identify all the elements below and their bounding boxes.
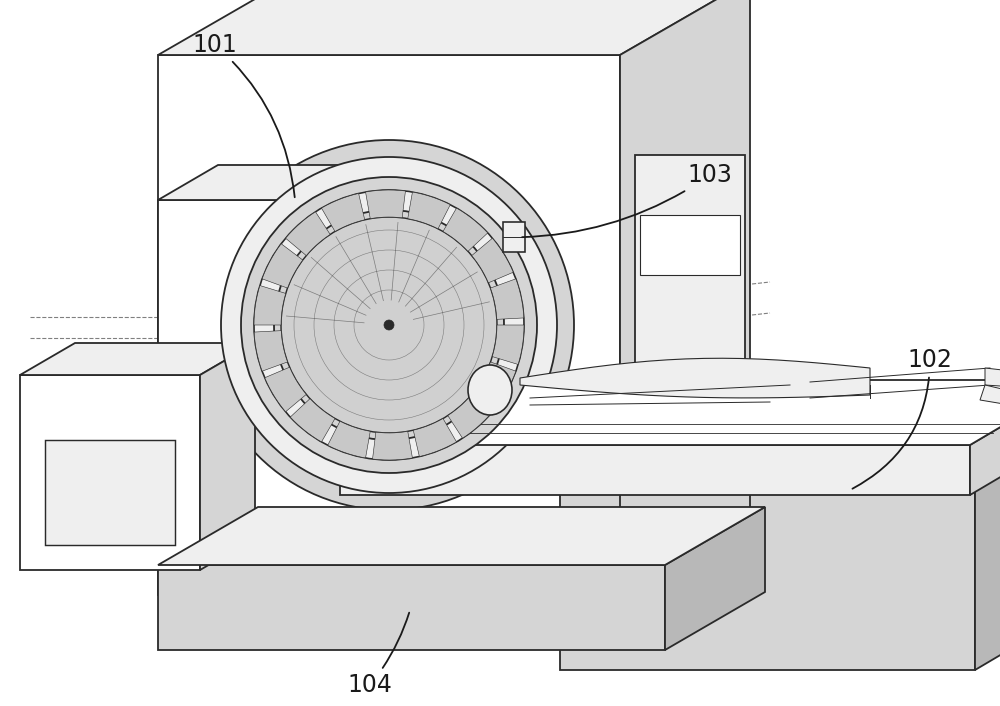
Polygon shape	[970, 380, 1000, 495]
Polygon shape	[265, 367, 306, 412]
Polygon shape	[45, 440, 175, 545]
Polygon shape	[20, 375, 200, 570]
Polygon shape	[262, 244, 303, 288]
Polygon shape	[290, 399, 335, 442]
Polygon shape	[560, 420, 1000, 485]
Circle shape	[384, 320, 394, 330]
Polygon shape	[640, 215, 740, 275]
Polygon shape	[366, 190, 405, 219]
Polygon shape	[321, 193, 365, 232]
Polygon shape	[490, 279, 524, 319]
Circle shape	[221, 157, 557, 493]
Polygon shape	[200, 343, 255, 570]
Polygon shape	[475, 362, 516, 406]
Polygon shape	[20, 343, 255, 375]
Polygon shape	[472, 238, 513, 283]
Polygon shape	[975, 420, 1000, 670]
Polygon shape	[328, 421, 370, 458]
Circle shape	[254, 190, 524, 460]
Polygon shape	[980, 385, 1000, 405]
Polygon shape	[665, 507, 765, 650]
Polygon shape	[560, 485, 975, 670]
Circle shape	[241, 177, 537, 473]
Polygon shape	[158, 200, 305, 385]
Circle shape	[204, 140, 574, 510]
Text: 103: 103	[522, 163, 732, 237]
Text: 104: 104	[348, 613, 409, 697]
Polygon shape	[158, 0, 750, 55]
Polygon shape	[448, 395, 492, 438]
Text: 102: 102	[852, 348, 952, 489]
Polygon shape	[158, 507, 765, 565]
Polygon shape	[413, 419, 456, 457]
Polygon shape	[443, 208, 488, 251]
Polygon shape	[408, 192, 450, 229]
Text: 101: 101	[193, 33, 295, 197]
Polygon shape	[340, 380, 1000, 445]
Polygon shape	[305, 165, 365, 385]
Circle shape	[274, 210, 504, 440]
Polygon shape	[520, 358, 870, 398]
Polygon shape	[635, 155, 745, 410]
Circle shape	[281, 217, 497, 433]
Polygon shape	[503, 222, 525, 252]
Ellipse shape	[468, 365, 512, 415]
Polygon shape	[373, 431, 412, 460]
Polygon shape	[254, 330, 288, 371]
Polygon shape	[492, 325, 524, 364]
Polygon shape	[286, 212, 330, 256]
Polygon shape	[158, 55, 620, 595]
Polygon shape	[620, 0, 750, 595]
Polygon shape	[158, 565, 665, 650]
Polygon shape	[254, 285, 286, 325]
Polygon shape	[340, 445, 970, 495]
Polygon shape	[158, 165, 365, 200]
Polygon shape	[985, 368, 1000, 387]
